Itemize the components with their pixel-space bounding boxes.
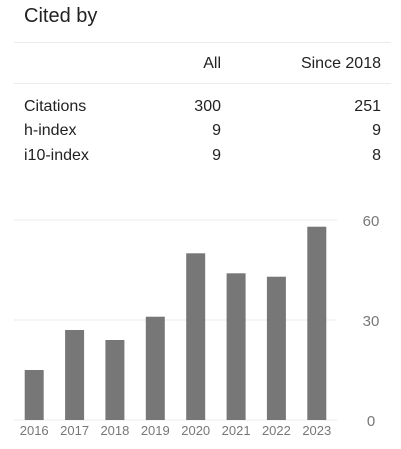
- h-index-since-value: 9: [372, 122, 381, 139]
- y-tick-label-0: 0: [367, 413, 375, 430]
- bar-2016: [24, 370, 44, 420]
- i10-index-all-value: 9: [212, 147, 221, 164]
- row-label-h-index: h-index: [24, 122, 77, 139]
- bar-2019: [145, 316, 165, 420]
- y-tick-label-60: 60: [363, 213, 380, 230]
- citations-all-value: 300: [194, 98, 221, 115]
- y-tick-label-30: 30: [363, 313, 380, 330]
- x-tick-label-2021: 2021: [222, 423, 251, 438]
- x-tick-label-2017: 2017: [60, 423, 89, 438]
- x-tick-label-2023: 2023: [302, 423, 331, 438]
- column-header-since-2018: Since 2018: [300, 55, 381, 72]
- bar-2022: [266, 276, 286, 420]
- column-header-all: All: [203, 55, 221, 72]
- header-divider: [14, 83, 391, 84]
- bar-2018: [105, 340, 125, 420]
- row-label-citations: Citations: [24, 98, 87, 115]
- chart-svg: 0 30 60 2016 2017 2018 2019 2020 2021 2022 2023: [14, 213, 380, 438]
- row-label-i10-index: i10-index: [24, 147, 89, 164]
- title-divider: [14, 42, 391, 43]
- x-tick-label-2018: 2018: [100, 423, 129, 438]
- bar-2020: [186, 253, 206, 420]
- x-tick-label-2019: 2019: [141, 423, 170, 438]
- panel-title: Cited by: [24, 5, 98, 27]
- citations-per-year-chart: 0 30 60 2016 2017 2018 2019 2020 2021 2022 2023: [0, 200, 401, 449]
- bar-2023: [307, 226, 327, 420]
- x-tick-label-2020: 2020: [181, 423, 210, 438]
- bar-2017: [65, 330, 85, 420]
- citations-since-value: 251: [354, 98, 381, 115]
- i10-index-since-value: 8: [372, 147, 381, 164]
- x-tick-label-2016: 2016: [20, 423, 49, 438]
- x-tick-label-2022: 2022: [262, 423, 291, 438]
- bar-2021: [226, 273, 246, 420]
- h-index-all-value: 9: [212, 122, 221, 139]
